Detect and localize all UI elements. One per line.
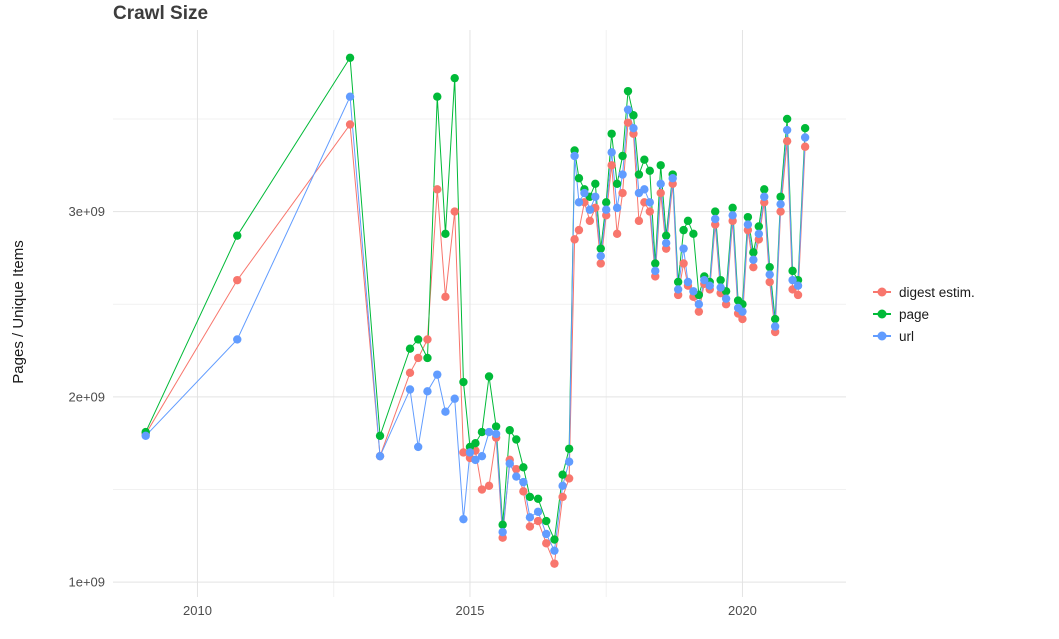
x-tick-label: 2010 bbox=[183, 603, 212, 618]
series-line-page bbox=[145, 56, 806, 542]
page-series-key-icon bbox=[872, 306, 892, 322]
series-points-digest-estim- bbox=[141, 118, 810, 568]
legend-dot-swatch bbox=[877, 331, 887, 341]
legend-label-digest-estim: digest estim. bbox=[899, 284, 975, 300]
y-tick-label: 1e+09 bbox=[68, 575, 105, 590]
digest-estim-series-key-icon bbox=[872, 284, 892, 300]
series-line-digest-estim- bbox=[145, 120, 806, 564]
legend-item-url: url bbox=[872, 327, 975, 345]
x-tick-label: 2015 bbox=[456, 603, 485, 618]
legend-dot-swatch bbox=[877, 309, 887, 319]
url-series-key-icon bbox=[872, 328, 892, 344]
x-tick-label: 2020 bbox=[728, 603, 757, 618]
legend-item-digest-estim: digest estim. bbox=[872, 283, 975, 301]
y-tick-label: 2e+09 bbox=[68, 389, 105, 404]
legend: digest estim. page url bbox=[872, 283, 975, 345]
legend-label-url: url bbox=[899, 328, 915, 344]
series-line-url bbox=[145, 94, 806, 553]
legend-dot-swatch bbox=[877, 287, 887, 297]
legend-label-page: page bbox=[899, 306, 930, 322]
legend-item-page: page bbox=[872, 305, 975, 323]
series-points-url bbox=[141, 92, 810, 555]
y-axis-title: Pages / Unique Items bbox=[10, 240, 27, 384]
series-points-page bbox=[141, 53, 810, 544]
chart-title: Crawl Size bbox=[113, 3, 209, 24]
y-tick-label: 3e+09 bbox=[68, 204, 105, 219]
